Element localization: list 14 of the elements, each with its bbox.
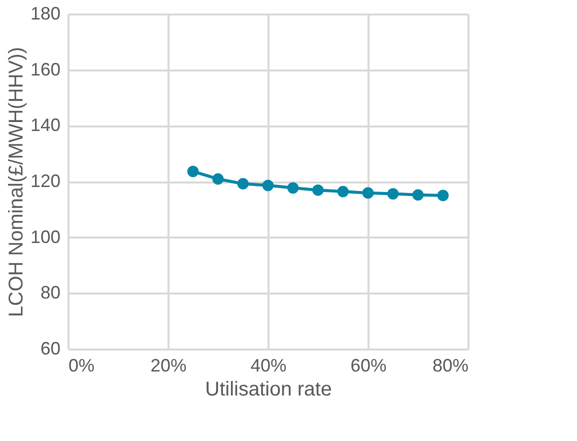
x-tick-label: 60% (350, 356, 387, 376)
x-axis-title: Utilisation rate (205, 378, 332, 400)
x-tick-label: 40% (250, 356, 287, 376)
y-tick-label: 60 (40, 338, 60, 358)
y-tick-label: 180 (30, 4, 60, 24)
x-tick-label: 80% (432, 356, 468, 376)
x-tick-label: 20% (150, 356, 187, 376)
x-tick-label: 0% (68, 356, 95, 376)
y-tick-label: 100 (30, 226, 60, 247)
y-tick-label: 160 (30, 59, 60, 80)
y-axis-title: LCOH Nominal(£/MWH(HHV)) (5, 46, 28, 318)
y-tick-label: 120 (30, 171, 60, 191)
y-tick-label: 80 (40, 282, 60, 303)
y-tick-label: 140 (30, 115, 60, 136)
